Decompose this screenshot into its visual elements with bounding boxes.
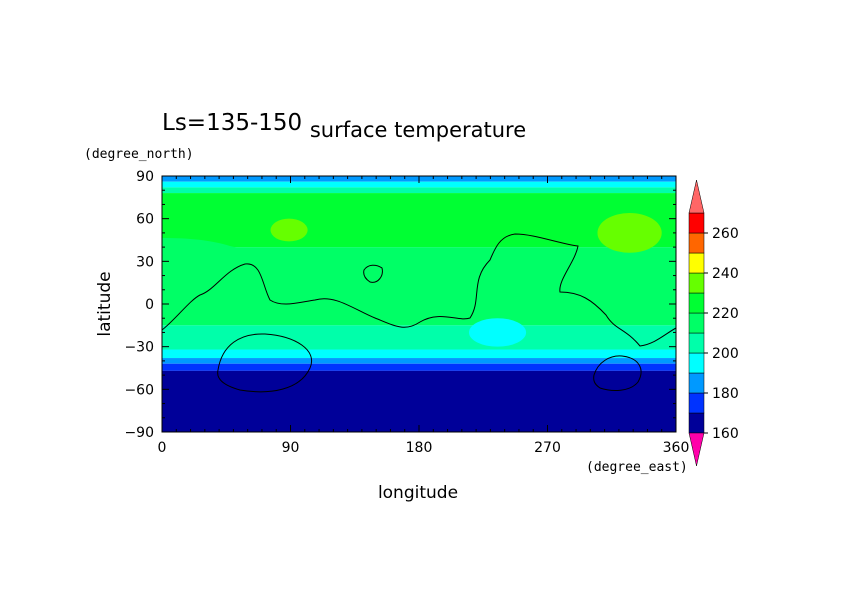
colorbar-tick-label: 200 bbox=[712, 346, 739, 362]
heatmap-band bbox=[162, 363, 676, 371]
y-tick-label: −30 bbox=[124, 340, 154, 356]
colorbar-swatch bbox=[688, 252, 705, 274]
y-tick-label: 90 bbox=[136, 169, 154, 185]
y-units-label: (degree_north) bbox=[84, 147, 194, 162]
colorbar-swatch bbox=[688, 232, 705, 254]
x-axis-label: longitude bbox=[378, 483, 458, 503]
contour-line bbox=[161, 233, 677, 347]
colorbar-swatch bbox=[688, 312, 705, 334]
plot-area bbox=[162, 176, 676, 432]
heatmap-band bbox=[162, 181, 676, 188]
colorbar-swatch bbox=[688, 372, 705, 394]
y-tick-label: −60 bbox=[124, 382, 154, 398]
heatmap-band bbox=[162, 193, 676, 248]
colorbar-swatch bbox=[688, 352, 705, 374]
colorbar-tick-label: 180 bbox=[712, 386, 739, 402]
y-tick-label: −90 bbox=[124, 425, 154, 441]
y-axis-label: latitude bbox=[95, 271, 115, 336]
topography-contours bbox=[161, 233, 677, 393]
y-tick-label: 0 bbox=[145, 297, 154, 313]
x-tick-label: 90 bbox=[282, 440, 300, 456]
axes: 0 90 180 270 360 90 60 30 0 −30 −60 −90 bbox=[124, 169, 689, 456]
colorbar-swatch bbox=[688, 272, 705, 294]
colorbar: 160 180 200 220 240 260 bbox=[688, 179, 739, 467]
x-tick-label: 270 bbox=[534, 440, 561, 456]
heatmap-band bbox=[162, 358, 676, 364]
colorbar-swatch bbox=[688, 392, 705, 414]
colorbar-swatch bbox=[688, 332, 705, 354]
x-units-label: (degree_east) bbox=[586, 460, 688, 475]
colorbar-swatch bbox=[688, 292, 705, 314]
colorbar-tick-label: 240 bbox=[712, 266, 739, 282]
colorbar-tick-label: 220 bbox=[712, 306, 739, 322]
cool-patch bbox=[468, 318, 527, 347]
heatmap-band bbox=[162, 187, 676, 194]
y-tick-label: 30 bbox=[136, 254, 154, 270]
heatmap-band-interior bbox=[232, 272, 640, 312]
heatmap-band bbox=[162, 370, 676, 432]
y-tick-label: 60 bbox=[136, 212, 154, 228]
warm-patch-shape bbox=[270, 218, 308, 242]
colorbar-tick-label: 160 bbox=[712, 426, 739, 442]
colorbar-extend-top bbox=[688, 179, 705, 214]
heatmap-band bbox=[162, 349, 676, 359]
warm-patch bbox=[597, 212, 662, 253]
contour-line bbox=[217, 333, 313, 393]
contour-line bbox=[593, 355, 642, 391]
chart-title: surface temperature bbox=[310, 118, 526, 142]
x-tick-label: 0 bbox=[158, 440, 167, 456]
x-tick-label: 180 bbox=[406, 440, 433, 456]
colorbar-swatch bbox=[688, 212, 705, 234]
warm-patch-shape bbox=[597, 212, 662, 253]
colorbar-extend-bottom bbox=[688, 432, 705, 467]
x-tick-label: 360 bbox=[663, 440, 690, 456]
colorbar-tick-label: 260 bbox=[712, 226, 739, 242]
heatmap-band bbox=[162, 325, 676, 350]
season-label: Ls=135-150 bbox=[162, 110, 302, 136]
colorbar-swatch bbox=[688, 412, 705, 434]
contour-line bbox=[363, 264, 383, 283]
warm-patch bbox=[270, 218, 308, 242]
